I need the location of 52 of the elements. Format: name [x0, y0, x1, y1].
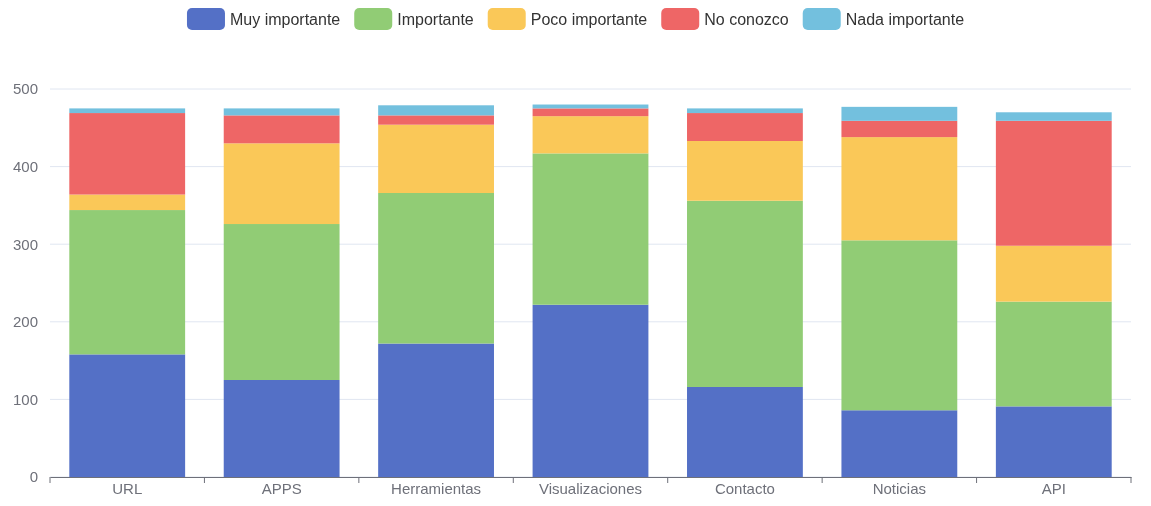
bar: [532, 108, 649, 117]
bar: [69, 108, 186, 114]
x-tick-label: Noticias: [872, 479, 927, 497]
bar: [378, 124, 494, 193]
legend-label: No conozco: [704, 10, 789, 28]
bar: [687, 386, 803, 477]
legend-label: Poco importante: [530, 10, 648, 28]
bar: [841, 410, 958, 477]
bar: [841, 240, 958, 411]
legend-label: Importante: [397, 10, 474, 28]
bar: [69, 194, 186, 211]
bar: [841, 137, 958, 241]
bar: [69, 354, 186, 477]
bar: [223, 224, 340, 380]
bar: [223, 380, 340, 477]
y-tick-label: 100: [12, 390, 38, 408]
bar: [378, 115, 494, 125]
legend-label: Muy importante: [229, 10, 341, 28]
bar: [532, 116, 649, 154]
bar: [841, 120, 958, 138]
bar: [995, 245, 1112, 302]
bar: [69, 113, 186, 195]
y-tick-label: 300: [12, 235, 38, 253]
bar: [69, 210, 186, 355]
bar: [223, 115, 340, 144]
bar: [532, 153, 649, 305]
legend-label: Nada importante: [845, 10, 965, 28]
bar: [995, 406, 1112, 477]
bar: [841, 106, 958, 121]
bar: [687, 108, 803, 114]
x-tick-label: Herramientas: [391, 479, 482, 497]
x-tick-label: Visualizaciones: [538, 479, 643, 497]
x-tick-label: APPS: [261, 479, 302, 497]
bar: [687, 200, 803, 387]
bar: [995, 120, 1112, 246]
bar: [532, 304, 649, 477]
y-tick-label: 500: [12, 80, 38, 98]
bar: [995, 112, 1112, 121]
bar: [687, 140, 803, 201]
x-tick-label: Contacto: [714, 479, 775, 497]
bar: [687, 113, 803, 141]
bar: [995, 301, 1112, 407]
y-tick-label: 0: [29, 468, 38, 486]
bar: [378, 192, 494, 344]
x-tick-label: API: [1041, 479, 1066, 497]
bar: [223, 108, 340, 116]
x-tick-label: URL: [112, 479, 143, 497]
y-tick-label: 400: [12, 157, 38, 175]
bar: [378, 105, 494, 116]
bar: [378, 343, 494, 477]
bar: [223, 143, 340, 225]
y-tick-label: 200: [12, 313, 38, 331]
